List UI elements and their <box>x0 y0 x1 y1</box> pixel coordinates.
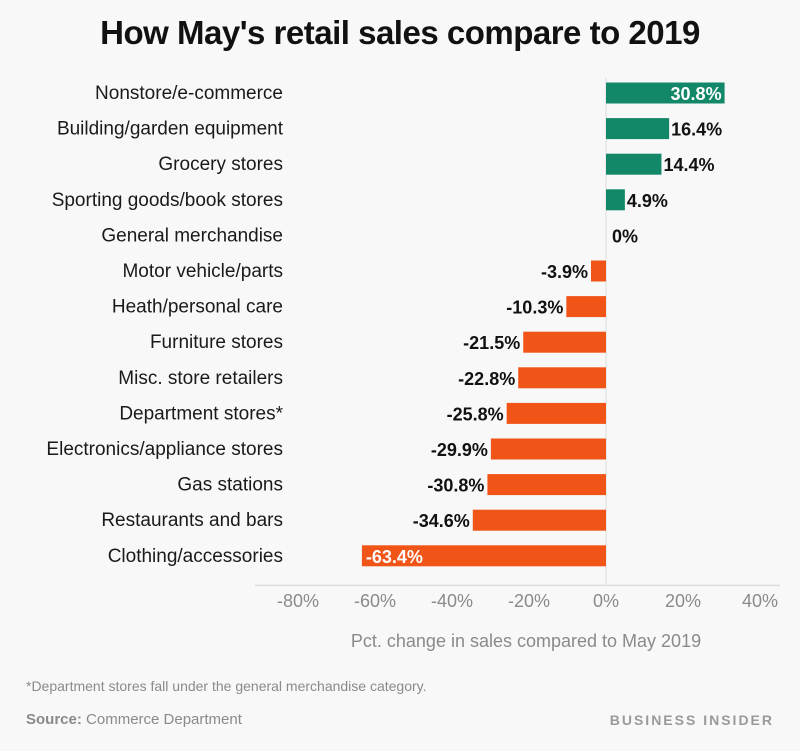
category-label: Furniture stores <box>150 332 283 353</box>
bar <box>487 474 606 496</box>
brand-logo: BUSINESS INSIDER <box>609 712 774 728</box>
bar <box>606 189 625 211</box>
value-label: 30.8% <box>671 84 722 104</box>
value-label: -30.8% <box>427 476 484 496</box>
bar <box>590 260 606 282</box>
source-text: Commerce Department <box>81 711 242 728</box>
bar <box>490 438 606 460</box>
bar <box>566 296 606 318</box>
source-label: Source: <box>26 711 82 728</box>
x-tick-label: 0% <box>593 591 619 611</box>
category-label: Electronics/appliance stores <box>46 439 283 460</box>
value-label: -3.9% <box>541 262 588 282</box>
bar <box>606 153 662 175</box>
value-label: -34.6% <box>413 511 470 531</box>
category-label: Clothing/accessories <box>108 546 283 567</box>
x-tick-label: -80% <box>277 591 319 611</box>
footnote: *Department stores fall under the genera… <box>26 678 427 694</box>
x-tick-label: 40% <box>742 591 778 611</box>
category-label: Motor vehicle/parts <box>122 261 283 282</box>
x-tick-label: 20% <box>665 591 701 611</box>
value-label: -25.8% <box>447 404 504 424</box>
bar <box>472 509 606 531</box>
x-tick-label: -60% <box>354 591 396 611</box>
value-label: 0% <box>612 226 638 246</box>
value-label: 16.4% <box>671 120 722 140</box>
bar <box>606 82 725 104</box>
category-label: Restaurants and bars <box>101 510 283 531</box>
bar <box>361 545 606 567</box>
category-label: Grocery stores <box>158 154 283 175</box>
bar <box>606 118 670 140</box>
value-label: -29.9% <box>431 440 488 460</box>
bar <box>518 367 606 389</box>
value-label: -63.4% <box>366 547 423 567</box>
category-label: Heath/personal care <box>112 297 283 318</box>
value-label: -21.5% <box>463 333 520 353</box>
x-tick-label: -20% <box>508 591 550 611</box>
chart-title: How May's retail sales compare to 2019 <box>100 14 700 51</box>
value-label: 14.4% <box>663 155 714 175</box>
value-label: -10.3% <box>506 298 563 318</box>
category-label: Gas stations <box>177 475 283 496</box>
value-label: -22.8% <box>458 369 515 389</box>
source-line: Source: Commerce Department <box>26 711 242 728</box>
bar <box>523 331 606 353</box>
category-label: Nonstore/e-commerce <box>95 83 283 104</box>
bar <box>506 402 606 424</box>
category-label: Misc. store retailers <box>118 368 283 389</box>
category-label: Department stores* <box>119 403 283 424</box>
category-label: Sporting goods/book stores <box>52 190 283 211</box>
category-label: General merchandise <box>101 225 283 246</box>
category-label: Building/garden equipment <box>57 119 284 140</box>
x-tick-label: -40% <box>431 591 473 611</box>
value-label: 4.9% <box>627 191 668 211</box>
x-axis-title: Pct. change in sales compared to May 201… <box>351 631 701 651</box>
bar-chart: Nonstore/e-commerce 30.8% Building/garden … <box>46 78 780 651</box>
